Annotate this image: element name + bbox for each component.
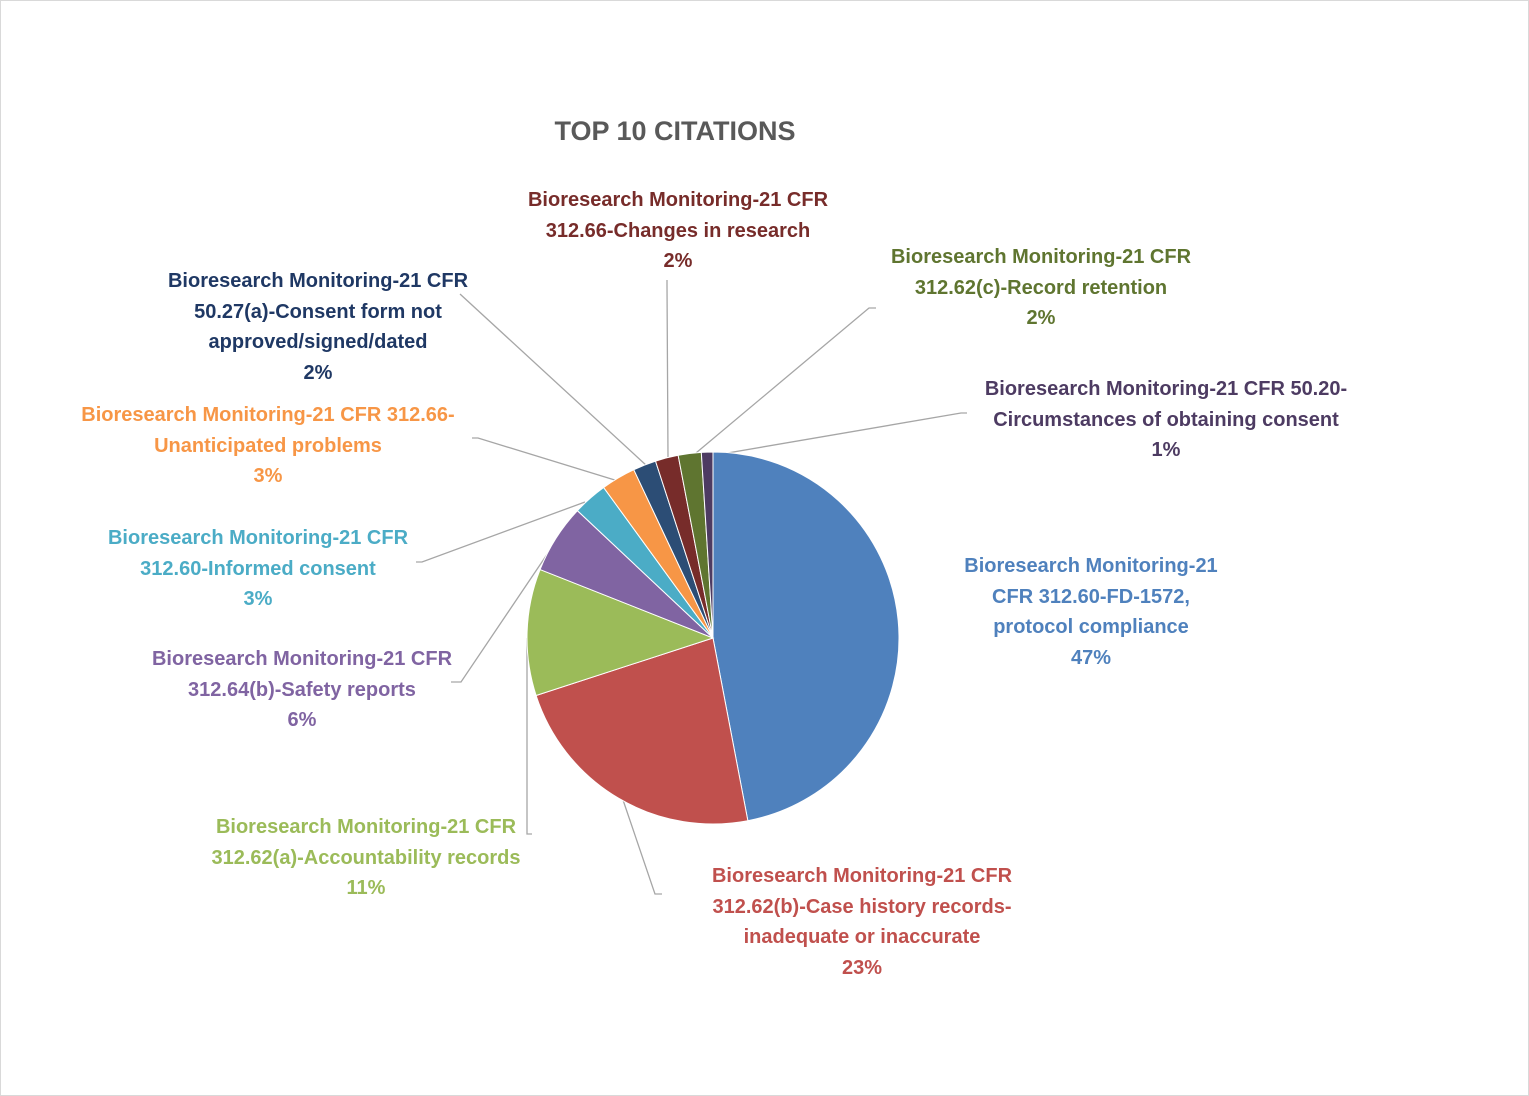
pie-slice [700,451,714,639]
slice-label-line: Bioresearch Monitoring-21 CFR [107,527,409,549]
slice-percent: 47% [1070,646,1112,669]
slice-percent: 23% [841,956,883,979]
slice-percent: 2% [663,250,693,272]
slice-label-line: Bioresearch Monitoring-21 CFR 312.66- [81,404,455,426]
leader-line [526,638,532,835]
leader-line [459,293,648,467]
slice-label: Bioresearch Monitoring-21 CFR 312.66-Chan… [528,185,828,277]
leader-lines [416,280,967,895]
slice-label-line: protocol compliance [993,616,1189,638]
slice-label-line: inadequate or inaccurate [743,926,981,948]
pie-slice [526,568,715,697]
leader-line [666,280,669,458]
slice-label: Bioresearch Monitoring-21 CFR 50.27(a)-Co… [168,266,468,388]
slice-percent: 11% [346,877,386,899]
slice-label-line: Bioresearch Monitoring-21 CFR [890,246,1192,268]
slice-label-line: 312.62(a)-Accountability records [211,846,521,869]
pie-slice [535,637,749,825]
slice-label: Bioresearch Monitoring-21 CFR 312.62(c)-R… [891,242,1191,334]
leader-line [472,437,619,482]
slice-label: Bioresearch Monitoring-21 CFR 312.60-Info… [108,523,408,615]
slice-label-line: Circumstances of obtaining consent [993,408,1339,431]
leader-line [416,501,586,563]
slice-label-line: 312.64(b)-Safety reports [188,678,416,701]
slice-label-line: approved/signed/dated [208,331,428,353]
slice-label-line: 312.62(b)-Case history records- [712,895,1012,918]
chart-title: TOP 10 CITATIONS [554,116,796,146]
slice-label: Bioresearch Monitoring-21 CFR 312.62(a)-A… [212,812,521,904]
slice-percent: 2% [1026,307,1056,329]
slice-label-line: Bioresearch Monitoring-21 [964,555,1218,577]
slice-percent: 3% [243,588,273,610]
slice-label: Bioresearch Monitoring-21 CFR 50.20- Circ… [985,374,1347,466]
slice-percent: 3% [253,465,283,487]
slice-label-line: 50.27(a)-Consent form not [194,300,442,323]
slice-label-line: 312.62(c)-Record retention [914,276,1168,299]
leader-line [689,307,876,459]
slice-label-line: Bioresearch Monitoring-21 CFR [527,189,829,211]
slice-label: Bioresearch Monitoring-21 CFR 312.62(b)-C… [712,861,1012,983]
slice-percent: 2% [303,361,333,384]
slice-percent: 1% [1151,439,1181,461]
slice-label: Bioresearch Monitoring-21 CFR 312.66- Una… [81,400,454,492]
slice-label-line: Bioresearch Monitoring-21 CFR [167,270,469,292]
leader-line [621,796,662,895]
leader-line [451,549,551,683]
slice-label-line: Bioresearch Monitoring-21 CFR 50.20- [984,378,1348,400]
leader-line [709,412,967,457]
slice-label-line: CFR 312.60-FD-1572, [992,585,1190,608]
slice-label-line: Bioresearch Monitoring-21 CFR [711,865,1013,887]
slice-percent: 6% [287,709,317,731]
slice-label-line: 312.66-Changes in research [545,219,811,242]
slice-label-line: 312.60-Informed consent [140,557,376,580]
pie-slices [526,451,900,825]
slice-label: Bioresearch Monitoring-21 CFR 312.64(b)-S… [152,644,452,736]
pie-slice [712,451,900,822]
slice-label: Bioresearch Monitoring-21 CFR 312.60-FD-1… [964,551,1217,673]
slice-label-line: Bioresearch Monitoring-21 CFR [151,648,453,670]
slice-label-line: Bioresearch Monitoring-21 CFR [215,816,517,838]
slice-label-line: Unanticipated problems [154,434,382,457]
